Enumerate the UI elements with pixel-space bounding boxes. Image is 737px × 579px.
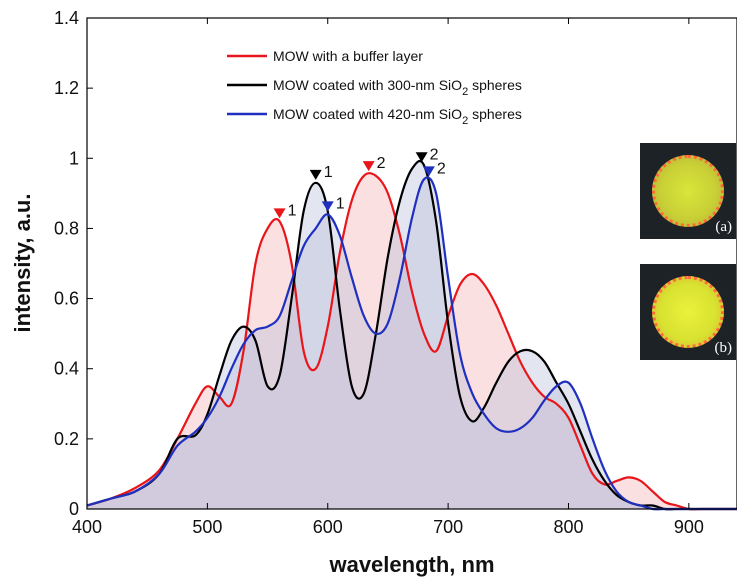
peak-marker-buffer-layer-2: [362, 161, 375, 172]
peak-marker-420nm-spheres-2: [422, 166, 435, 177]
series-line-420nm-spheres: [86, 176, 737, 511]
y-tick-label: 0.6: [54, 289, 79, 309]
peak-label-420nm-spheres-1: 1: [336, 195, 345, 212]
y-tick-label: 0.8: [54, 218, 79, 238]
peak-label-420nm-spheres-2: 2: [437, 160, 446, 177]
peak-marker-300nm-spheres-1: [309, 169, 322, 180]
inset-a-label: (a): [715, 219, 732, 235]
series-lines: [86, 159, 737, 511]
legend-subscript: 2: [462, 115, 468, 127]
y-axis-title: intensity, a.u.: [10, 194, 35, 333]
plot-frame: [86, 17, 737, 510]
inset-image-a: (a): [640, 143, 736, 239]
emission-spot-a: [652, 155, 724, 227]
peak-label-buffer-layer-2: 2: [377, 155, 386, 172]
y-tick-label: 0.4: [54, 359, 79, 379]
x-tick-label: 700: [433, 517, 463, 537]
x-axis-ticks: 400 500 600 700 800 900: [72, 18, 704, 537]
x-axis-title: wavelength, nm: [328, 552, 494, 577]
x-tick-label: 400: [72, 517, 102, 537]
legend: MOW with a buffer layer MOW coated with 3…: [227, 48, 522, 127]
y-axis-ticks: 0 0.2 0.4 0.6 0.8 1 1.2 1.4: [54, 8, 93, 519]
series-area-300nm-spheres: [87, 160, 737, 510]
legend-label-300nm-spheres: MOW coated with 300-nm SiO2 spheres: [273, 77, 522, 98]
series-line-buffer-layer: [86, 172, 737, 511]
peak-marker-420nm-spheres-1: [321, 201, 334, 212]
y-tick-label: 0: [69, 499, 79, 519]
peak-label-buffer-layer-1: 1: [288, 202, 297, 219]
y-tick-label: 0.2: [54, 429, 79, 449]
inset-b-label: (b): [714, 340, 733, 356]
inset-image-b: (b): [640, 264, 736, 360]
peak-label-300nm-spheres-1: 1: [324, 164, 333, 181]
y-tick-label: 1: [69, 148, 79, 168]
legend-subscript: 2: [462, 86, 468, 98]
peak-label-300nm-spheres-2: 2: [430, 146, 439, 163]
legend-label-buffer-layer: MOW with a buffer layer: [273, 48, 423, 64]
legend-label-tail: spheres: [468, 77, 522, 93]
emission-spot-b: [652, 276, 724, 348]
y-tick-label: 1.4: [54, 8, 79, 28]
x-tick-label: 900: [674, 517, 704, 537]
x-tick-label: 800: [553, 517, 583, 537]
legend-label-420nm-spheres: MOW coated with 420-nm SiO2 spheres: [273, 106, 522, 127]
series-area-buffer-layer: [87, 173, 737, 510]
peak-marker-300nm-spheres-2: [415, 152, 428, 163]
y-tick-label: 1.2: [54, 78, 79, 98]
peak-marker-buffer-layer-1: [273, 208, 286, 219]
x-tick-label: 500: [192, 517, 222, 537]
x-tick-label: 600: [313, 517, 343, 537]
series-area-420nm-spheres: [87, 177, 737, 510]
legend-label-tail: spheres: [468, 106, 522, 122]
peak-markers: 1 2 1 2 1 2: [273, 146, 446, 219]
series-fills: [87, 160, 737, 510]
